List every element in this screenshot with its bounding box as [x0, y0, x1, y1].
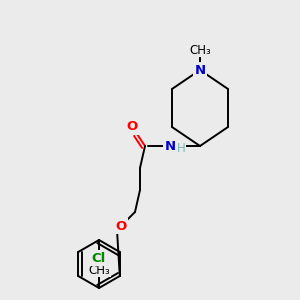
Text: CH₃: CH₃ [189, 44, 211, 56]
Text: N: N [194, 64, 206, 76]
Text: N: N [164, 140, 175, 152]
Text: H: H [177, 142, 185, 155]
Text: O: O [126, 121, 138, 134]
Text: Cl: Cl [92, 251, 106, 265]
Text: O: O [116, 220, 127, 232]
Text: CH₃: CH₃ [88, 263, 110, 277]
